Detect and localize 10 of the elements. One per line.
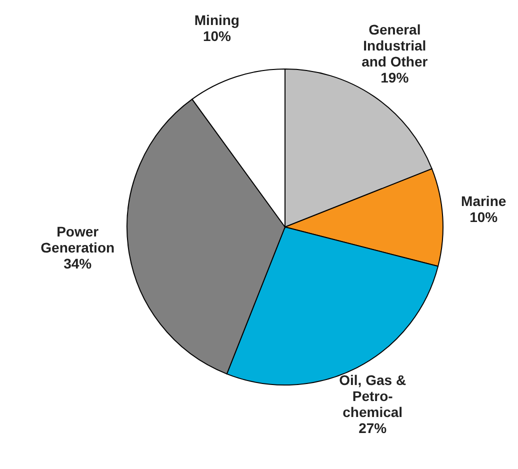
slice-label: Marine (461, 193, 506, 210)
slice-label: General Industrial and Other (362, 21, 428, 70)
slice-label: Mining (194, 12, 240, 28)
data-label: 19% (380, 69, 410, 86)
slice-label: Oil, Gas & Petro-chemical (339, 372, 406, 420)
slice-label: Power Generation (40, 224, 115, 256)
data-label: 34% (64, 256, 92, 272)
data-label: 10% (470, 209, 498, 226)
data-label: 27% (358, 420, 388, 436)
data-label: 10% (202, 28, 232, 44)
